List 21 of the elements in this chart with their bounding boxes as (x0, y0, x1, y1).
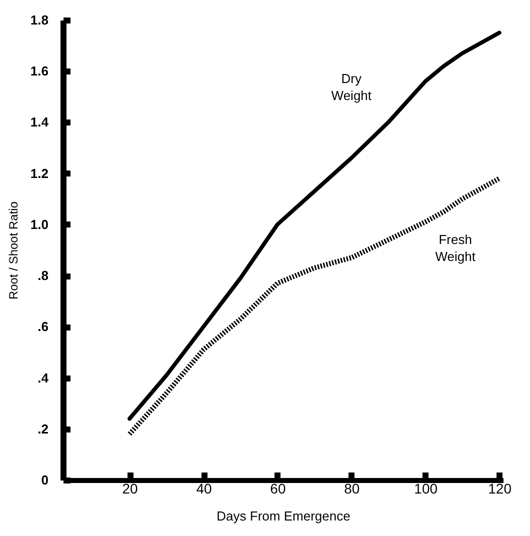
x-tick-label: 120 (488, 480, 512, 496)
x-axis-title: Days From Emergence (216, 508, 350, 524)
y-tick-label: 0 (41, 472, 48, 488)
y-tick-label: .8 (38, 268, 48, 284)
y-tick-label: 1.8 (30, 12, 48, 28)
series-label: Dry Weight (331, 71, 372, 103)
x-tick-label: 40 (196, 480, 212, 496)
y-tick-label: .6 (38, 319, 48, 334)
x-tick-label: 100 (414, 480, 438, 496)
y-axis-title: Root / Shoot Ratio (6, 201, 20, 300)
y-tick-label: 1.6 (30, 64, 48, 79)
y-tick-label: 1.0 (30, 216, 48, 232)
x-tick-label: 20 (122, 480, 138, 496)
y-tick-label: 1.2 (30, 166, 48, 181)
y-tick-label: 1.4 (30, 114, 50, 130)
x-tick-label: 60 (270, 480, 286, 496)
x-tick-label: 80 (344, 480, 360, 496)
y-tick-label: .4 (38, 370, 50, 386)
series-label: Fresh Weight (435, 232, 476, 264)
y-tick-label: .2 (38, 421, 48, 436)
line-series (128, 30, 502, 421)
